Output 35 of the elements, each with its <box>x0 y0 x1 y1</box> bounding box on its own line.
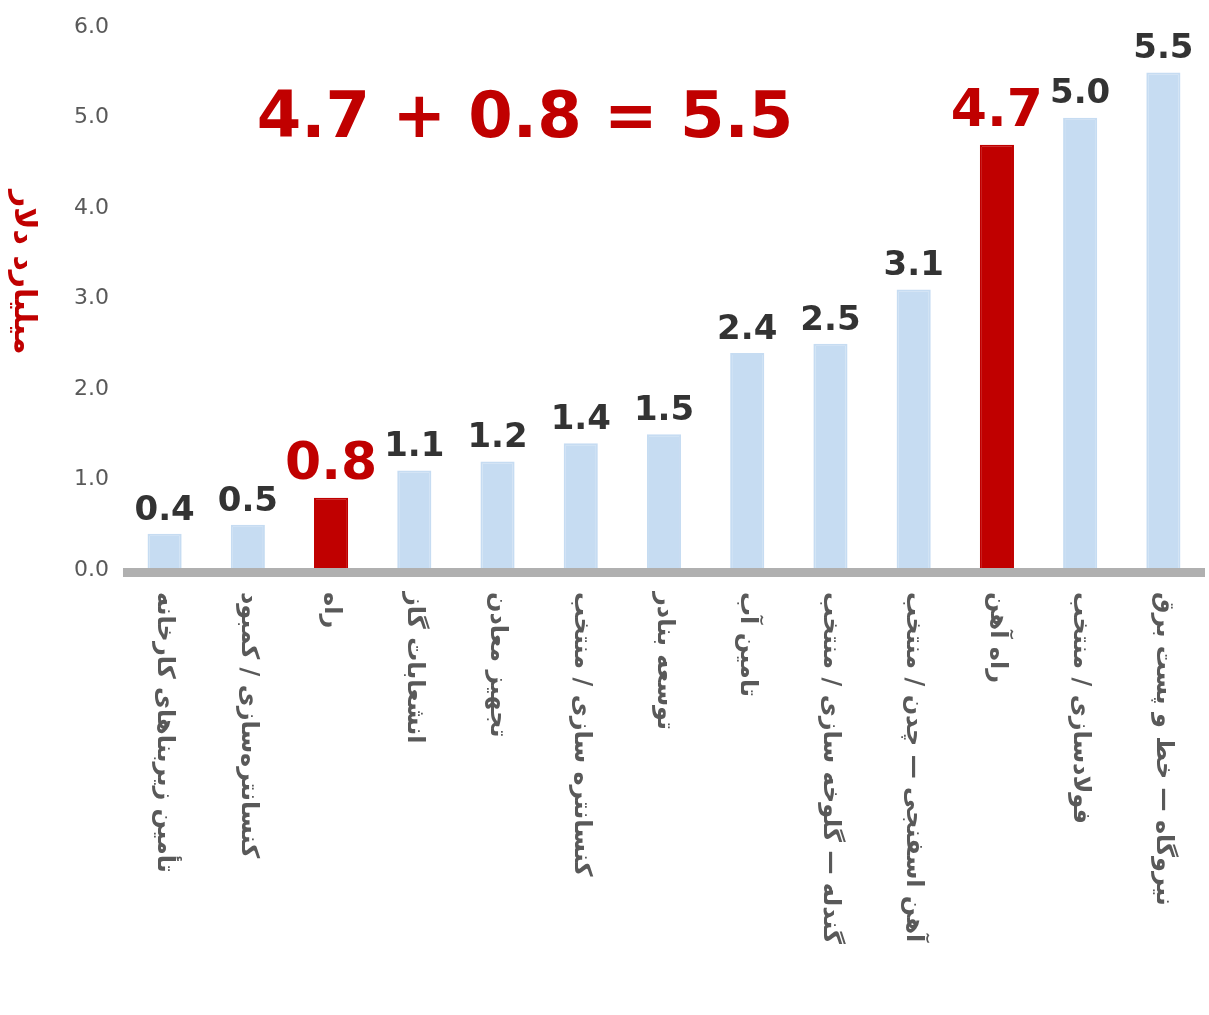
y-tick-label: 1.0 <box>73 465 109 491</box>
data-label: 1.1 <box>384 424 445 465</box>
x-tick-label: نیروگاه — خط و پست برق <box>1151 592 1180 906</box>
y-tick-label: 3.0 <box>73 284 109 310</box>
y-tick-label: 2.0 <box>73 374 109 400</box>
data-label: 5.5 <box>1133 26 1194 67</box>
y-axis-title: میلیارد دلار <box>8 190 43 355</box>
y-tick-label: 5.0 <box>73 103 109 129</box>
text: 4.7 + 0.8 = 5.5 <box>256 77 794 152</box>
y-tick-label: 0.0 <box>73 555 109 581</box>
x-tick-label: تامین آب <box>734 592 764 697</box>
data-label: 2.4 <box>717 306 778 347</box>
y-tick-label: 4.0 <box>73 193 109 219</box>
y-tick-label: 6.0 <box>73 12 109 38</box>
x-tick-label: توسعه بنادر <box>651 591 680 731</box>
x-tick-label: تأمین زیربناهای کارخانه <box>152 592 183 873</box>
x-tick-label: گندله — گلوخه سازی / منتخب <box>818 592 847 944</box>
data-label: 0.8 <box>285 431 378 492</box>
x-tick-label: کنسانتره سازی / منتخب <box>568 592 597 877</box>
data-label: 4.7 <box>950 78 1043 139</box>
data-label: 0.5 <box>217 478 278 519</box>
data-label: 1.4 <box>550 397 611 438</box>
x-tick-label: راه آهن <box>984 592 1014 684</box>
x-tick-label: کنسانتره‌سازی / کمبود <box>235 592 264 859</box>
data-label: 1.2 <box>467 415 528 456</box>
data-label: 1.5 <box>633 388 695 429</box>
data-label: 2.5 <box>800 297 861 338</box>
data-label: 5.0 <box>1050 71 1111 112</box>
x-tick-label: تجهیز معادن <box>485 592 514 738</box>
data-label: 3.1 <box>883 243 944 284</box>
x-tick-label: فولادسازی / منتخب <box>1067 592 1096 825</box>
x-tick-label: انشعابات گاز <box>402 591 431 744</box>
x-tick-label: راه <box>318 592 347 629</box>
x-tick-label: آهن اسفنجی — چدن / منتخب <box>901 592 931 944</box>
data-label: 0.4 <box>134 487 195 528</box>
